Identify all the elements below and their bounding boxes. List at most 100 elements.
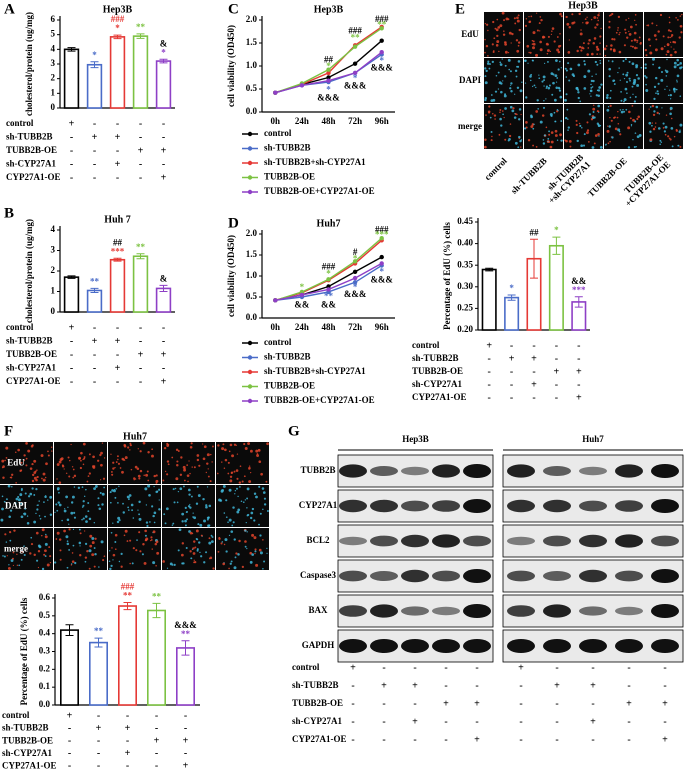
cell-dot — [30, 543, 34, 546]
cell-dot — [247, 442, 251, 446]
cell-dot — [613, 116, 616, 119]
significance: &&& — [370, 274, 393, 284]
cell-dot — [679, 129, 681, 131]
cell-dot — [619, 109, 622, 111]
cell-dot — [495, 75, 498, 77]
cell-dot — [155, 474, 158, 477]
bar — [548, 244, 564, 331]
cell-dot — [543, 134, 546, 137]
cell-dot — [129, 449, 131, 451]
cell-dot — [23, 512, 27, 516]
cell-dot — [241, 480, 244, 483]
band — [615, 606, 643, 616]
cell-dot — [91, 553, 95, 557]
band — [579, 500, 607, 512]
cell-dot — [35, 488, 38, 491]
cell-dot — [224, 448, 227, 452]
cell-dot — [591, 75, 593, 78]
cell-dot — [631, 62, 635, 66]
cell-dot — [580, 29, 582, 31]
band — [579, 534, 607, 548]
cell-dot — [670, 46, 672, 48]
panel-letter: B — [4, 205, 14, 221]
cell-dot — [636, 39, 639, 42]
cell-dot — [665, 70, 669, 74]
cell-dot — [217, 550, 220, 553]
cell-dot — [72, 468, 75, 471]
cell-dot — [100, 451, 103, 455]
treatment-mark: + — [486, 340, 492, 351]
band — [615, 500, 643, 512]
treatment-mark: - — [591, 698, 594, 709]
y-tick-label: 6 — [51, 14, 56, 24]
cell-dot — [135, 549, 138, 552]
cell-dot — [232, 521, 235, 524]
cell-dot — [71, 552, 74, 554]
protein-label: BAX — [308, 605, 328, 615]
cell-dot — [596, 17, 599, 19]
cell-dot — [524, 127, 527, 130]
cell-dot — [556, 139, 559, 141]
cell-dot — [668, 137, 671, 140]
cell-dot — [486, 23, 489, 26]
significance: & — [160, 38, 168, 48]
cell-dot — [531, 40, 534, 42]
cell-dot — [549, 145, 553, 149]
cell-dot — [632, 118, 635, 122]
cell-dot — [616, 116, 619, 119]
cell-dot — [37, 566, 40, 569]
cell-dot — [240, 500, 243, 503]
treatment-name: control — [2, 710, 30, 720]
cell-dot — [670, 127, 674, 130]
cell-dot — [596, 63, 599, 66]
cell-dot — [116, 455, 119, 458]
treatment-mark: - — [93, 172, 96, 183]
cell-dot — [658, 66, 661, 69]
cell-dot — [622, 73, 625, 76]
cell-dot — [13, 529, 16, 532]
cell-dot — [565, 93, 568, 96]
error-bar — [181, 640, 190, 656]
cell-dot — [495, 44, 499, 47]
treatment-mark: - — [532, 366, 535, 377]
cell-dot — [20, 515, 24, 519]
cell-dot — [142, 441, 146, 445]
cell-dot — [517, 41, 521, 44]
treatment-mark: - — [555, 392, 558, 403]
cell-dot — [171, 456, 174, 459]
treatment-mark: - — [382, 734, 385, 745]
column-label: sh-TUBB2B — [509, 156, 549, 196]
cell-dot — [253, 492, 257, 495]
cell-dot — [565, 69, 568, 72]
cell-dot — [238, 539, 241, 543]
cell-dot — [132, 517, 135, 519]
protein-label: TUBB2B — [300, 465, 335, 475]
error-bar — [159, 58, 168, 64]
cell-dot — [657, 82, 660, 85]
cell-dot — [624, 31, 627, 34]
cell-dot — [501, 11, 505, 15]
y-tick-label: 3 — [51, 245, 56, 255]
cell-dot — [208, 557, 211, 560]
cell-dot — [654, 76, 658, 80]
cell-dot — [191, 532, 194, 535]
cell-dot — [579, 100, 582, 103]
cell-dot — [193, 559, 195, 561]
cell-dot — [623, 44, 626, 47]
cell-dot — [608, 75, 611, 78]
cell-dot — [251, 533, 255, 537]
cell-dot — [625, 73, 629, 77]
treatment-mark: - — [444, 734, 447, 745]
cell-dot — [494, 118, 496, 120]
cell-dot — [44, 555, 47, 557]
cell-dot — [606, 108, 610, 112]
treatment-mark: + — [518, 662, 524, 673]
cell-dot — [660, 70, 664, 73]
cell-dot — [589, 93, 591, 95]
cell-dot — [538, 74, 540, 76]
cell-dot — [568, 26, 571, 29]
cell-dot — [120, 565, 123, 568]
cell-dot — [565, 139, 568, 143]
cell-dot — [108, 560, 111, 563]
cell-dot — [188, 460, 190, 462]
